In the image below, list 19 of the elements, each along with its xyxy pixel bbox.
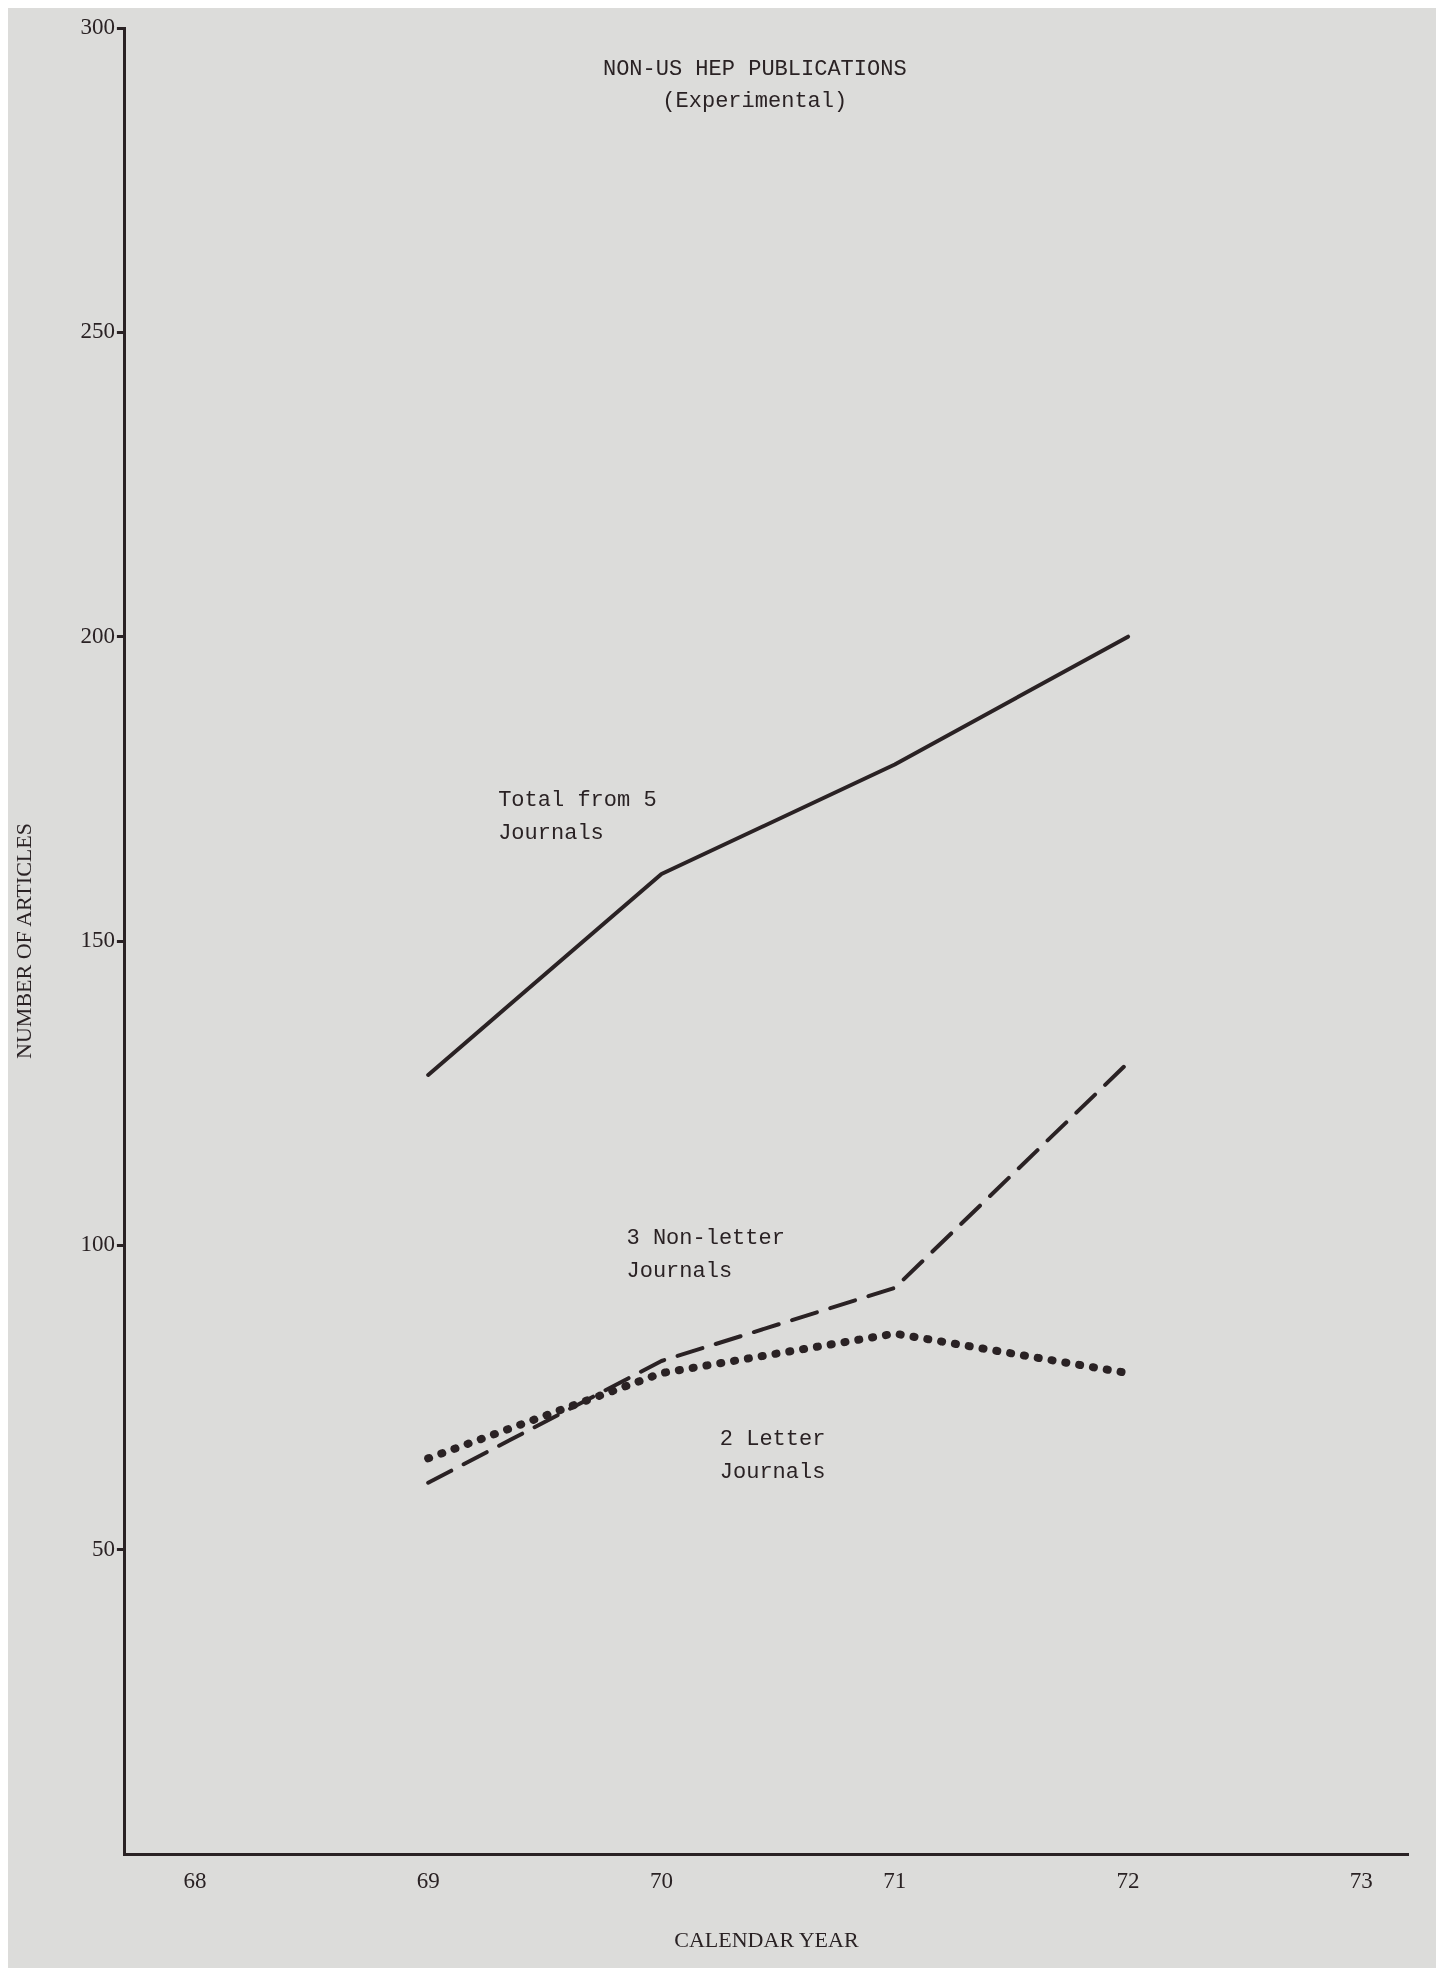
y-tick-label: 150 bbox=[80, 927, 115, 953]
y-tick-label: 100 bbox=[80, 1231, 115, 1257]
text: (Experimental) bbox=[662, 88, 848, 114]
x-axis-title: CALENDAR YEAR bbox=[674, 1926, 859, 1952]
x-tick-label: 71 bbox=[883, 1867, 907, 1893]
y-tick-label: 250 bbox=[80, 318, 115, 344]
x-tick-label: 69 bbox=[416, 1867, 440, 1893]
y-tick-label: 300 bbox=[80, 14, 115, 40]
series-label: 3 Non-letter Journals bbox=[626, 1225, 785, 1284]
x-tick-label: 68 bbox=[183, 1867, 207, 1893]
x-tick-label: 72 bbox=[1116, 1867, 1140, 1893]
y-axis-title: NUMBER OF ARTICLES bbox=[10, 823, 36, 1059]
text: 2 Letter Journals bbox=[719, 1426, 826, 1485]
y-tick-label: 200 bbox=[80, 622, 115, 648]
series-label: Total from 5 Journals bbox=[498, 787, 657, 846]
x-tick-label: 70 bbox=[649, 1867, 673, 1893]
text: NON-US HEP PUBLICATIONS bbox=[602, 56, 907, 82]
x-tick-label: 73 bbox=[1349, 1867, 1373, 1893]
y-tick-label: 50 bbox=[91, 1535, 115, 1561]
